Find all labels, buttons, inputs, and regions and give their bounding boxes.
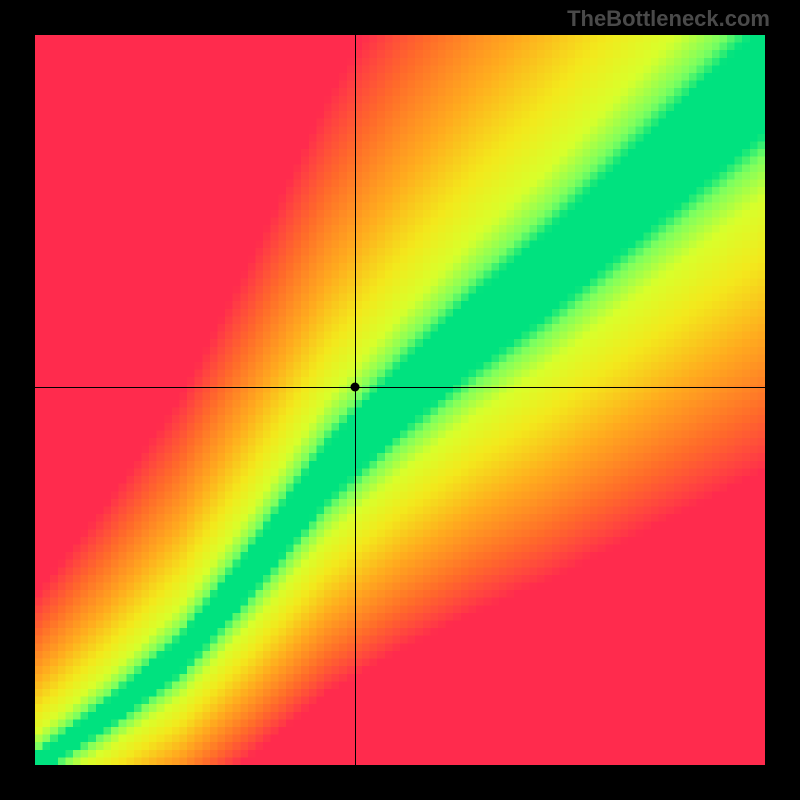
watermark-text: TheBottleneck.com [567,6,770,32]
crosshair-vertical [355,35,356,765]
heatmap-plot [35,35,765,765]
crosshair-horizontal [35,387,765,388]
marker-point [350,382,359,391]
heatmap-canvas [35,35,765,765]
